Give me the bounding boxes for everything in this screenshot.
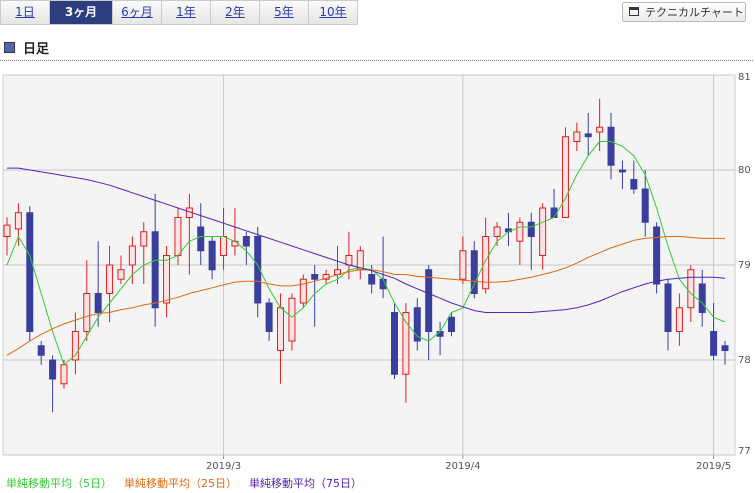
legend-entry: 単純移動平均（75日） — [249, 476, 362, 490]
candle-body — [106, 264, 114, 294]
candle-body — [527, 221, 535, 237]
candle-body — [596, 126, 604, 133]
candle-body — [664, 283, 672, 332]
candle-body — [288, 297, 296, 342]
candle-body — [539, 207, 547, 256]
divider — [0, 60, 753, 61]
candle-body — [425, 269, 433, 332]
candle-body — [710, 331, 718, 356]
candle-body — [584, 133, 592, 138]
candle-body — [208, 240, 216, 271]
candle-body — [493, 226, 501, 237]
x-tick-label: 2019/3 — [206, 461, 241, 472]
tab[interactable]: 1日 — [0, 0, 50, 25]
y-tick-label: 79 — [738, 260, 751, 271]
candle-body — [197, 226, 205, 252]
candle-body — [345, 255, 353, 266]
tab[interactable]: 10年 — [309, 0, 358, 25]
candle-body — [470, 250, 478, 294]
candle-body — [618, 169, 626, 173]
candle-body — [37, 345, 45, 356]
x-tick-label: 2019/4 — [445, 461, 480, 472]
candle-body — [299, 278, 307, 304]
y-tick-label: 81 — [738, 72, 751, 83]
candle-body — [573, 131, 581, 142]
legend-entry: 単純移動平均（5日） — [6, 476, 112, 490]
y-tick-label: 78 — [738, 355, 751, 366]
section-title: 日足 — [23, 42, 50, 57]
tab[interactable]: 2年 — [211, 0, 260, 25]
tab[interactable]: 6ヶ月 — [113, 0, 162, 25]
legend-entry: 単純移動平均（25日） — [124, 476, 237, 490]
button-label[interactable]: テクニカルチャート — [645, 6, 744, 19]
candle-body — [254, 236, 262, 304]
candle-body — [630, 179, 638, 190]
candle-body — [277, 307, 285, 351]
tab-bar: 1日 3ヶ月 6ヶ月 1年 2年 5年 10年 — [0, 0, 358, 25]
candle-body — [607, 126, 615, 166]
technical-chart-button[interactable]: テクニカルチャート — [622, 2, 746, 22]
candle-body — [641, 188, 649, 223]
candle-body — [390, 312, 398, 375]
candle-body — [653, 226, 661, 285]
candle-body — [482, 236, 490, 290]
tab[interactable]: 5年 — [260, 0, 309, 25]
candle-body — [26, 212, 34, 332]
candle-body — [447, 316, 455, 332]
candle-body — [675, 307, 683, 332]
candle-body — [60, 364, 68, 385]
tab[interactable]: 1年 — [162, 0, 211, 25]
icon — [4, 42, 15, 53]
candle-body — [311, 274, 319, 280]
candle-body — [721, 345, 729, 351]
moving-average-line — [7, 167, 726, 313]
candle-body — [163, 255, 171, 304]
candle-body — [550, 207, 558, 218]
candle-body — [516, 221, 524, 242]
candle-body — [174, 217, 182, 256]
tab[interactable]: 3ヶ月 — [50, 0, 113, 25]
y-tick-label: 77 — [738, 446, 751, 457]
candle-body — [83, 293, 91, 332]
section-header: 日足 — [4, 38, 49, 57]
candle-body — [140, 231, 148, 247]
candle-body — [561, 136, 569, 218]
candle-body — [413, 307, 421, 342]
candle-body — [698, 283, 706, 313]
candle-body — [265, 302, 273, 332]
candle-body — [220, 236, 228, 256]
candle-body — [94, 293, 102, 313]
x-tick-label: 2019/5 — [696, 461, 731, 472]
candle-body — [242, 236, 250, 247]
candle-body — [14, 212, 22, 230]
candle-body — [459, 250, 467, 280]
candle-body — [368, 274, 376, 285]
candle-body — [151, 231, 159, 309]
candle-body — [71, 331, 79, 361]
candle-body — [49, 359, 57, 380]
y-tick-label: 80 — [738, 165, 751, 176]
candle-body — [117, 269, 125, 280]
candle-body — [128, 245, 136, 266]
icon — [629, 7, 639, 16]
candle-body — [3, 224, 11, 238]
candle-body — [402, 312, 410, 375]
candle-body — [687, 269, 695, 309]
